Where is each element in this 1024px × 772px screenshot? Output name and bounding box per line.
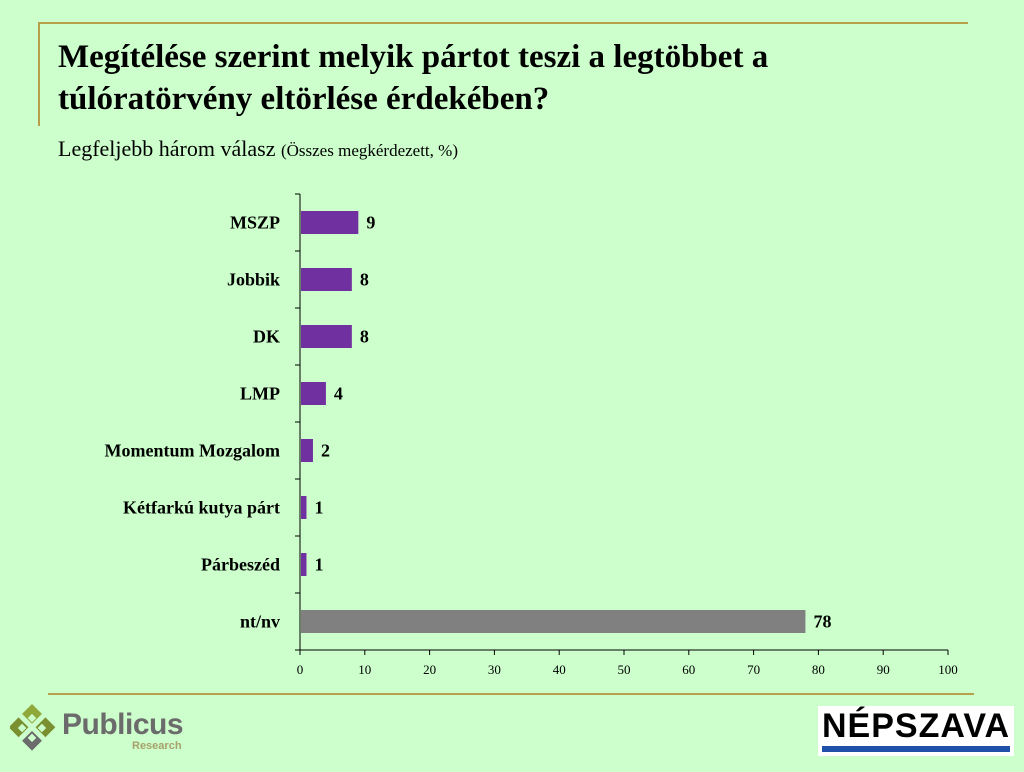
bar [301,325,352,348]
left-rule [38,22,40,126]
x-tick-label: 0 [297,662,304,677]
category-label: LMP [240,384,280,404]
x-tick-label: 80 [812,662,825,677]
x-tick-label: 50 [618,662,631,677]
category-label: DK [253,327,280,347]
bar [301,439,313,462]
nepszava-wordmark: NÉPSZAVA [822,707,1011,745]
bottom-rule [48,693,974,695]
category-label: Párbeszéd [201,555,280,575]
category-label: Kétfarkú kutya párt [123,498,280,518]
x-tick-label: 30 [488,662,501,677]
data-label: 78 [813,612,831,632]
category-label: Momentum Mozgalom [105,441,280,461]
bar [301,553,307,576]
nepszava-bar [822,746,1010,752]
x-tick-label: 10 [358,662,371,677]
publicus-subword: Research [132,740,182,752]
data-label: 8 [360,270,369,290]
bar [301,211,359,234]
category-label: Jobbik [227,270,280,290]
x-tick-label: 90 [877,662,890,677]
data-label: 8 [360,327,369,347]
bar [301,382,326,405]
publicus-logo: Publicus Research [10,702,210,762]
x-tick-label: 40 [553,662,566,677]
data-label: 4 [334,384,343,404]
data-label: 2 [321,441,330,461]
data-label: 9 [366,213,375,233]
chart-title: Megítélése szerint melyik pártot teszi a… [58,39,769,117]
nepszava-logo: NÉPSZAVA [818,706,1014,756]
x-tick-label: 20 [423,662,436,677]
bar [301,496,307,519]
bar [301,610,806,633]
category-label: nt/nv [240,612,280,632]
data-label: 1 [314,555,323,575]
subtitle-note: (Összes megkérdezett, %) [280,141,458,160]
publicus-diamond-icon [10,703,56,751]
publicus-wordmark: Publicus [62,708,184,741]
chart-subtitle: Legfeljebb három válasz (Összes megkérde… [58,136,458,162]
subtitle-main: Legfeljebb három válasz [58,136,276,161]
x-tick-label: 60 [682,662,695,677]
x-tick-label: 100 [938,662,958,677]
data-label: 1 [314,498,323,518]
x-tick-label: 70 [747,662,760,677]
category-label: MSZP [230,213,280,233]
top-rule [38,22,968,24]
bar [301,268,352,291]
